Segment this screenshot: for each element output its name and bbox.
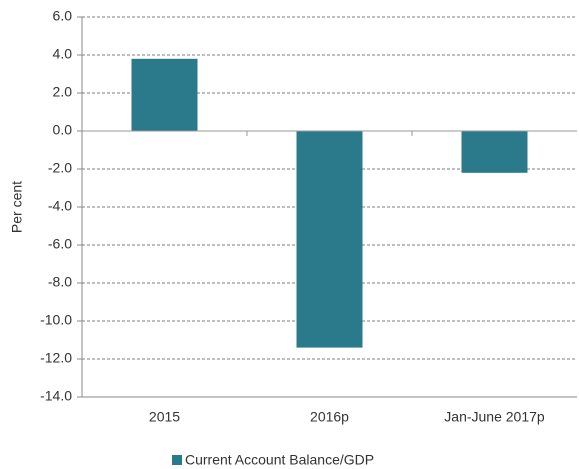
y-tick-label: -10.0 <box>40 312 72 328</box>
bar <box>461 131 528 173</box>
y-tick-label: -2.0 <box>48 160 72 176</box>
y-tick-label: -12.0 <box>40 350 72 366</box>
y-tick-label: -8.0 <box>48 274 72 290</box>
y-tick-label: 4.0 <box>53 46 73 62</box>
y-tick-label: 6.0 <box>53 8 73 24</box>
y-tick-label: -6.0 <box>48 236 72 252</box>
x-tick-label: 2015 <box>149 409 180 425</box>
y-tick-label: 2.0 <box>53 84 73 100</box>
legend-swatch <box>172 455 182 465</box>
bar <box>296 131 363 348</box>
legend-label: Current Account Balance/GDP <box>185 452 374 468</box>
y-axis-label: Per cent <box>9 181 25 233</box>
y-tick-label: 0.0 <box>53 122 73 138</box>
y-tick-label: -4.0 <box>48 198 72 214</box>
y-tick-label: -14.0 <box>40 388 72 404</box>
bar <box>131 58 198 131</box>
x-tick-label: Jan-June 2017p <box>444 409 545 425</box>
x-tick-label: 2016p <box>310 409 349 425</box>
